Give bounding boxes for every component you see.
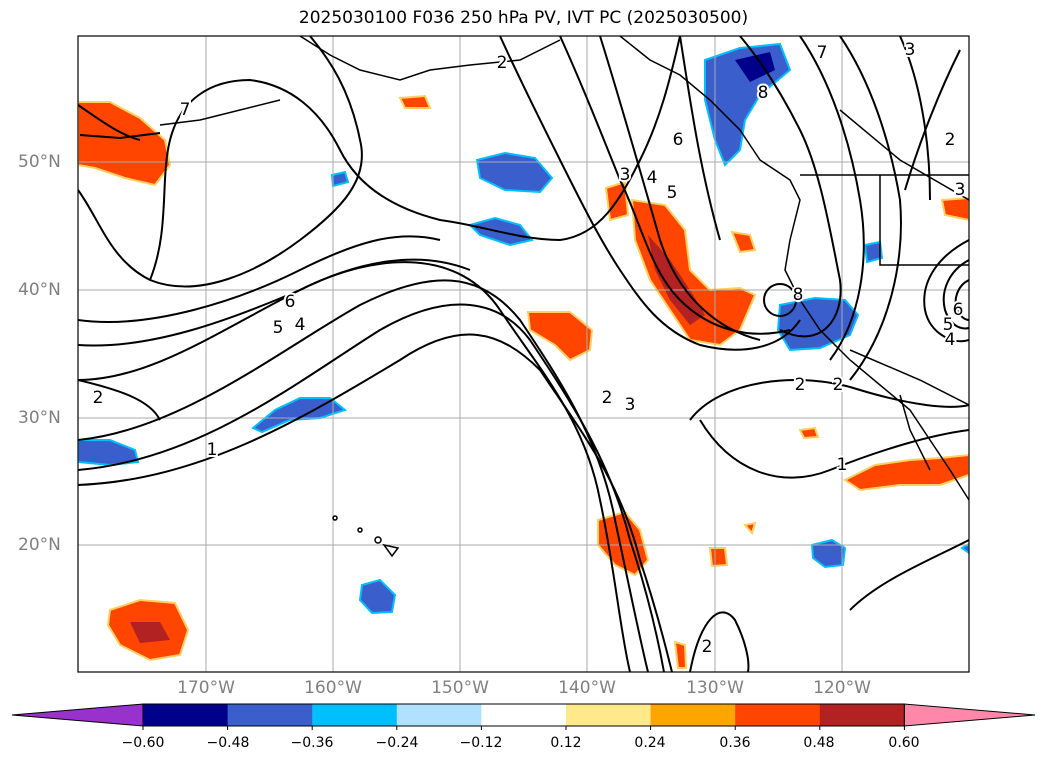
lon-label-120w: 120°W — [813, 678, 871, 698]
contour-label: 1 — [837, 455, 848, 475]
contour-label: 2 — [795, 375, 806, 395]
colorbar-frame — [142, 703, 905, 727]
colorbar-tick: 0.48 — [803, 735, 835, 751]
contour-label: 7 — [817, 43, 828, 63]
contour-label: 6 — [953, 300, 964, 320]
contour-label: 3 — [620, 165, 631, 185]
colorbar-tick: −0.48 — [206, 735, 250, 751]
coastlines — [79, 36, 969, 558]
pv-positive-anomalies — [78, 94, 969, 669]
colorbar-segment — [819, 704, 905, 726]
contour-label: 5 — [943, 315, 954, 335]
lon-label-160w: 160°W — [304, 678, 362, 698]
contour-labels: 7 2 6 4 5 3 8 7 3 2 3 6 5 4 2 3 1 2 2 1 … — [91, 38, 968, 659]
lon-label-140w: 140°W — [558, 678, 616, 698]
contour-label: 2 — [833, 375, 844, 395]
lat-label-50n: 50°N — [18, 152, 61, 172]
colorbar-tick: −0.24 — [375, 735, 419, 751]
contour-label: 6 — [285, 292, 296, 312]
colorbar-segment — [143, 704, 229, 726]
map-title: 2025030100 F036 250 hPa PV, IVT PC (2025… — [298, 8, 749, 28]
colorbar-tick: 0.36 — [719, 735, 751, 751]
map-frame — [77, 35, 970, 673]
colorbar-tick: −0.60 — [121, 735, 165, 751]
colorbar-segment — [227, 704, 313, 726]
colorbar-segment — [566, 704, 652, 726]
contour-label: 2 — [702, 637, 713, 657]
contour-label: 6 — [673, 130, 684, 150]
lon-label-150w: 150°W — [431, 678, 489, 698]
contour-label: 2 — [497, 53, 508, 73]
contour-label: 3 — [625, 395, 636, 415]
contour-label: 4 — [945, 330, 956, 350]
colorbar — [11, 703, 1036, 730]
colorbar-extend-max — [903, 703, 1036, 727]
colorbar-tick: 0.24 — [634, 735, 666, 751]
colorbar-segment — [481, 704, 567, 726]
contour-label: 1 — [207, 440, 218, 460]
contour-label: 2 — [945, 130, 956, 150]
graticule — [78, 36, 969, 672]
colorbar-segment — [312, 704, 398, 726]
colorbar-segment — [396, 704, 482, 726]
lon-label-170w: 170°W — [177, 678, 235, 698]
contour-label: 8 — [758, 83, 769, 103]
contour-label: 2 — [602, 388, 613, 408]
colorbar-tick: 0.60 — [888, 735, 920, 751]
ivt-contours — [78, 36, 969, 672]
contour-label: 5 — [667, 183, 678, 203]
contour-label: 2 — [93, 388, 104, 408]
contour-label: 7 — [180, 100, 191, 120]
contour-label: 8 — [793, 285, 804, 305]
colorbar-segment — [650, 704, 736, 726]
colorbar-segment — [735, 704, 821, 726]
lat-label-30n: 30°N — [18, 408, 61, 428]
contour-label: 3 — [905, 40, 916, 60]
contour-label: 4 — [295, 315, 306, 335]
contour-label: 3 — [955, 180, 966, 200]
contour-label: 5 — [273, 318, 284, 338]
lat-label-40n: 40°N — [18, 280, 61, 300]
lon-label-130w: 130°W — [686, 678, 744, 698]
colorbar-tick: 0.12 — [550, 735, 582, 751]
contour-label: 4 — [647, 168, 658, 188]
colorbar-tick: −0.12 — [459, 735, 503, 751]
colorbar-tick: −0.36 — [290, 735, 334, 751]
lat-label-20n: 20°N — [18, 535, 61, 555]
colorbar-extend-min — [11, 703, 144, 727]
